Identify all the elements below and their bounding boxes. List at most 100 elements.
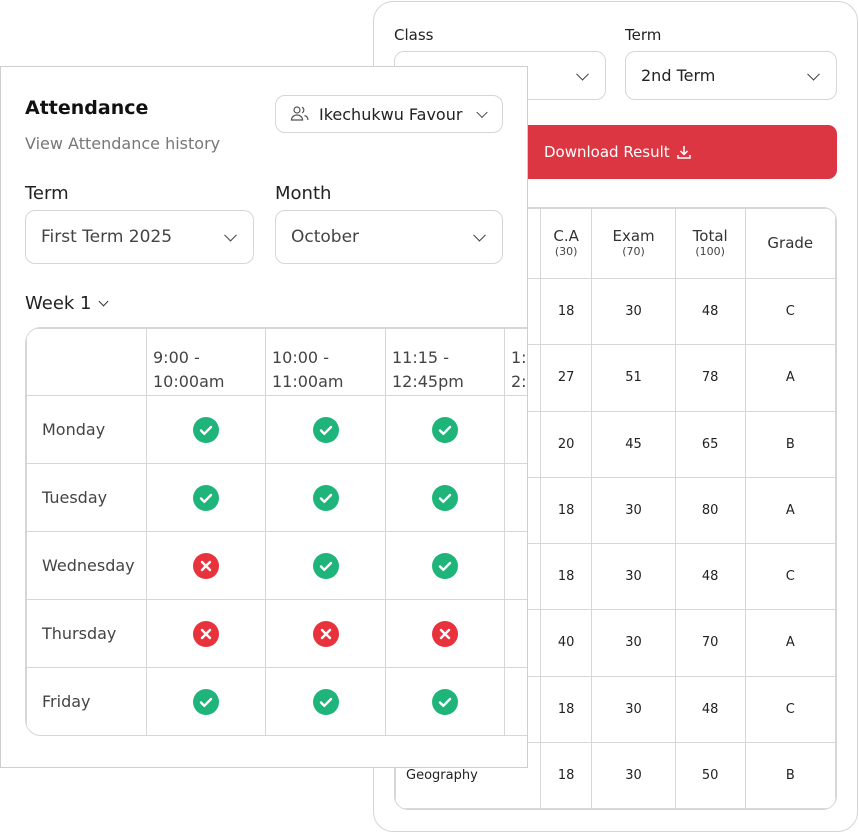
cell-grade: C — [744, 675, 836, 743]
column-header-max: (30) — [554, 244, 578, 258]
cell-exam: 30 — [591, 609, 676, 677]
student-select[interactable]: Ikechukwu Favour — [275, 95, 503, 133]
chevron-down-icon — [224, 228, 237, 242]
cell-exam: 30 — [591, 741, 676, 809]
cell-grade: B — [744, 410, 836, 478]
table-row: Thursday — [26, 599, 527, 668]
period-header: 11:15 - 12:45pm — [385, 328, 505, 396]
cell-grade: A — [744, 476, 836, 545]
attendance-cell — [504, 395, 527, 464]
period-end: 11:00am — [272, 372, 344, 391]
table-row: Monday — [26, 395, 527, 464]
day-label: Tuesday — [26, 463, 147, 532]
attendance-cell — [265, 463, 386, 532]
table-row: Tuesday — [26, 463, 527, 532]
chevron-down-icon — [476, 106, 488, 119]
attendance-cell — [504, 531, 527, 600]
cell-exam: 30 — [591, 476, 676, 545]
week-label: Week 1 — [25, 293, 92, 314]
x-circle-icon — [193, 552, 219, 579]
term-select[interactable]: 2nd Term — [625, 51, 837, 100]
column-header: Exam (70) — [591, 208, 676, 279]
term-label: Term — [625, 26, 662, 44]
chevron-down-icon — [576, 67, 589, 81]
attendance-cell — [385, 531, 505, 600]
attendance-cell — [385, 395, 505, 464]
x-circle-icon — [312, 620, 339, 647]
cell-exam: 51 — [591, 344, 676, 412]
header-row: 9:00 - 10:00am 10:00 - 11:00am 11:15 - 12:45p… — [26, 328, 527, 396]
attendance-subtitle: View Attendance history — [25, 134, 221, 153]
cell-grade: C — [744, 542, 836, 611]
week-select[interactable]: Week 1 — [25, 293, 108, 314]
period-header: 10:00 - 11:00am — [265, 328, 386, 396]
cell-total: 65 — [674, 410, 746, 478]
term-value: First Term 2025 — [41, 227, 173, 247]
attendance-cell — [146, 667, 266, 735]
cell-ca: 18 — [539, 277, 593, 346]
day-label: Wednesday — [26, 531, 147, 600]
period-start: 1:1 — [511, 348, 527, 367]
cell-ca: 18 — [539, 741, 593, 809]
check-circle-icon — [312, 688, 339, 715]
cell-total: 78 — [674, 344, 746, 412]
table-row: Wednesday — [26, 531, 527, 600]
cell-grade: C — [744, 277, 836, 346]
day-label: Friday — [26, 667, 147, 735]
check-circle-icon — [312, 416, 339, 443]
column-header-max: (100) — [695, 244, 725, 258]
term-select[interactable]: First Term 2025 — [25, 210, 254, 264]
download-label: Download Result — [544, 143, 670, 161]
attendance-cell — [265, 667, 386, 735]
period-end: 10:00am — [153, 372, 225, 391]
check-circle-icon — [432, 688, 458, 715]
cell-total: 48 — [674, 542, 746, 611]
x-circle-icon — [432, 620, 458, 647]
cell-ca: 27 — [539, 344, 593, 412]
check-circle-icon — [432, 484, 458, 511]
x-circle-icon — [193, 620, 219, 647]
attendance-cell — [385, 463, 505, 532]
attendance-cell — [265, 531, 386, 600]
attendance-cell — [265, 395, 386, 464]
attendance-card: Attendance View Attendance history Ikech… — [0, 66, 528, 768]
day-label: Thursday — [26, 599, 147, 668]
attendance-cell — [385, 599, 505, 668]
period-end: 2:: — [511, 372, 527, 391]
period-start: 9:00 - — [153, 348, 200, 367]
column-header-label: Exam — [612, 226, 655, 245]
cell-ca: 18 — [539, 542, 593, 611]
column-header-label: Grade — [767, 234, 814, 252]
cell-exam: 30 — [591, 675, 676, 743]
cell-ca: 18 — [539, 675, 593, 743]
cell-grade: A — [744, 609, 836, 677]
check-circle-icon — [432, 416, 458, 443]
cell-exam: 45 — [591, 410, 676, 478]
attendance-title: Attendance — [25, 97, 149, 119]
cell-total: 48 — [674, 277, 746, 346]
cell-total: 50 — [674, 741, 746, 809]
period-header: 1:12:: — [504, 328, 527, 396]
table-row: Geography 18 30 50 B — [395, 741, 836, 809]
month-value: October — [291, 227, 360, 247]
period-start: 10:00 - — [272, 348, 329, 367]
column-header: Grade — [744, 208, 836, 279]
column-header: Total (100) — [674, 208, 746, 279]
attendance-cell — [504, 599, 527, 668]
corner-cell — [26, 328, 147, 396]
attendance-table: 9:00 - 10:00am 10:00 - 11:00am 11:15 - 12:45p… — [25, 327, 527, 736]
term-value: 2nd Term — [641, 66, 716, 85]
attendance-cell — [265, 599, 386, 668]
chevron-down-icon — [98, 296, 108, 307]
day-label: Monday — [26, 395, 147, 464]
table-row: Friday — [26, 667, 527, 735]
check-circle-icon — [312, 552, 339, 579]
cell-grade: A — [744, 344, 836, 412]
cell-exam: 30 — [591, 542, 676, 611]
chevron-down-icon — [807, 67, 820, 81]
cell-ca: 40 — [539, 609, 593, 677]
attendance-cell — [504, 463, 527, 532]
month-select[interactable]: October — [275, 210, 503, 264]
check-circle-icon — [193, 484, 219, 511]
cell-exam: 30 — [591, 277, 676, 346]
